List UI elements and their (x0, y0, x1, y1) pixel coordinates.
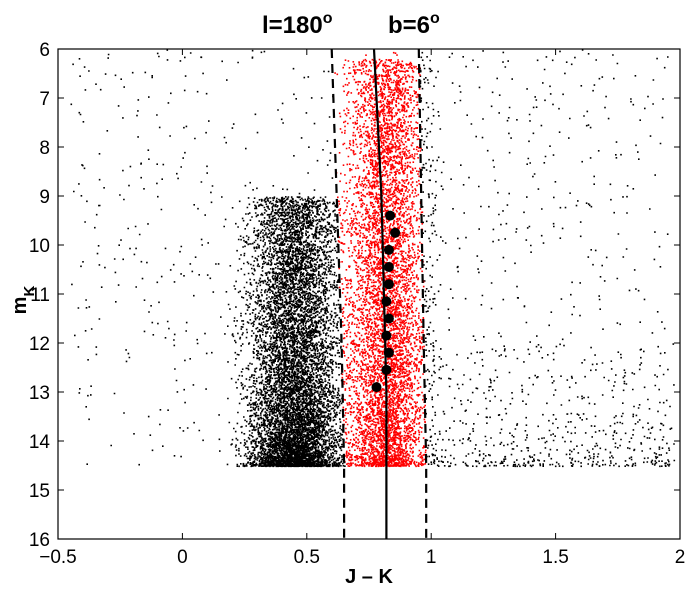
y-tick-label: 11 (30, 285, 50, 306)
x-tick-label: 0.5 (294, 547, 320, 568)
axis-ticks (57, 48, 681, 540)
y-tick-label: 10 (29, 236, 50, 257)
y-tick-label: 6 (39, 40, 50, 61)
ridge-point (383, 313, 394, 324)
ridge-point (383, 279, 394, 290)
ridge-point (385, 210, 396, 221)
ridge-point (383, 347, 394, 358)
ridge-point (381, 364, 392, 375)
y-axis-label: mK (9, 286, 38, 315)
x-tick-label: −0.5 (39, 547, 77, 568)
boundary-right (417, 49, 428, 539)
chart-lines (330, 49, 428, 539)
x-tick-labels: −0.5 0 0.5 1 1.5 2 (39, 547, 685, 568)
star-cloud-black (70, 49, 676, 468)
x-tick-label: 2 (675, 547, 686, 568)
y-tick-label: 9 (39, 187, 50, 208)
x-axis-label: J – K (345, 566, 393, 588)
boundary-left (330, 49, 346, 539)
x-tick-label: 1.5 (542, 547, 568, 568)
star-cloud-red (334, 51, 428, 468)
y-tick-label: 8 (39, 138, 50, 159)
title-latitude: b=6o (388, 10, 440, 39)
ridge-point (381, 296, 392, 307)
ridge-point (381, 330, 392, 341)
chart-title: l=180o b=6o (262, 10, 440, 39)
ridge-points (371, 210, 401, 393)
y-tick-label: 16 (29, 530, 50, 551)
star-clouds (70, 49, 676, 468)
x-tick-label: 1 (426, 547, 437, 568)
ridge-point (390, 227, 401, 238)
y-tick-label: 14 (29, 432, 51, 453)
ridge-line (372, 49, 388, 539)
ridge-point (383, 262, 394, 272)
x-tick-label: 0 (177, 547, 188, 568)
y-tick-label: 15 (29, 481, 50, 502)
title-longitude: l=180o (262, 10, 333, 39)
y-tick-label: 13 (29, 383, 50, 404)
y-tick-label: 12 (29, 334, 50, 355)
ridge-point (383, 244, 394, 255)
y-tick-labels: 6 7 8 9 10 11 12 13 14 15 16 (29, 40, 51, 551)
y-tick-label: 7 (39, 89, 50, 110)
ridge-point (371, 382, 382, 393)
